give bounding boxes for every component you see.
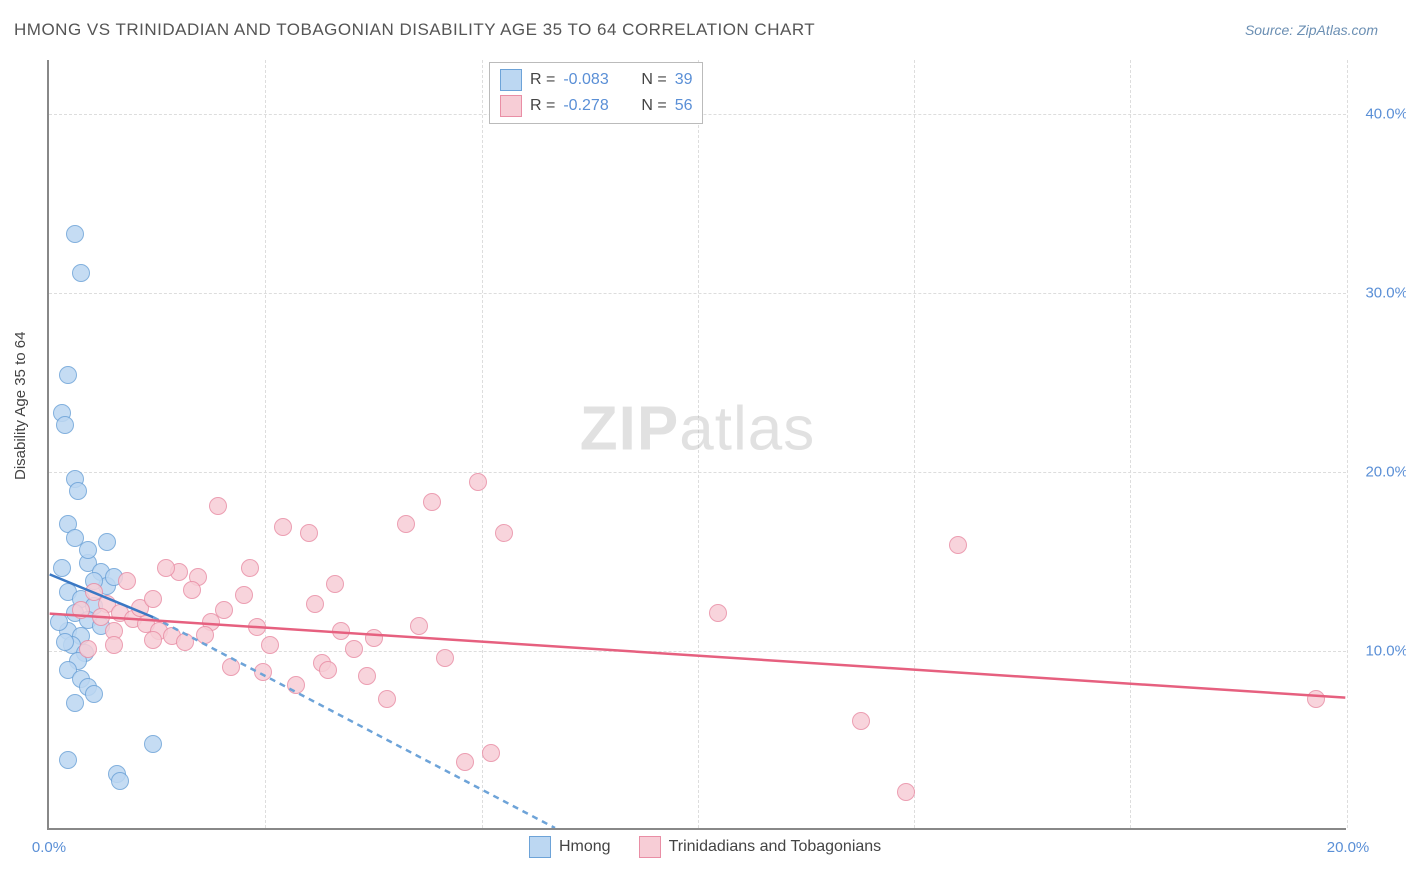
scatter-point [358, 667, 376, 685]
y-tick-label: 10.0% [1365, 642, 1406, 659]
scatter-point [111, 772, 129, 790]
watermark-prefix: ZIP [580, 394, 679, 463]
legend-row-trinidadian: R = -0.278 N = 56 [500, 93, 692, 119]
y-axis-label: Disability Age 35 to 64 [12, 332, 29, 480]
scatter-point [118, 572, 136, 590]
scatter-point [50, 613, 68, 631]
gridline-vertical [914, 60, 915, 828]
scatter-point [144, 735, 162, 753]
scatter-point [254, 663, 272, 681]
scatter-point [456, 753, 474, 771]
n-value-hmong: 39 [675, 71, 693, 89]
correlation-legend: R = -0.083 N = 39 R = -0.278 N = 56 [489, 62, 703, 124]
scatter-point [157, 559, 175, 577]
scatter-point [72, 264, 90, 282]
gridline-vertical [698, 60, 699, 828]
r-label: R = [530, 97, 555, 115]
scatter-point [222, 658, 240, 676]
plot-area: ZIPatlas R = -0.083 N = 39 R = -0.278 N … [47, 60, 1346, 830]
source-attribution: Source: ZipAtlas.com [1245, 22, 1378, 38]
scatter-point [215, 601, 233, 619]
scatter-point [326, 575, 344, 593]
scatter-point [235, 586, 253, 604]
scatter-point [241, 559, 259, 577]
r-label: R = [530, 71, 555, 89]
scatter-point [319, 661, 337, 679]
scatter-point [287, 676, 305, 694]
scatter-point [397, 515, 415, 533]
series-legend: Hmong Trinidadians and Tobagonians [529, 836, 881, 858]
scatter-point [56, 633, 74, 651]
scatter-point [196, 626, 214, 644]
n-label: N = [641, 71, 666, 89]
scatter-point [248, 618, 266, 636]
scatter-point [897, 783, 915, 801]
scatter-point [105, 636, 123, 654]
n-value-trinidadian: 56 [675, 97, 693, 115]
legend-label-trinidadian: Trinidadians and Tobagonians [669, 838, 882, 856]
scatter-point [274, 518, 292, 536]
y-tick-label: 20.0% [1365, 463, 1406, 480]
scatter-point [209, 497, 227, 515]
legend-item-hmong: Hmong [529, 836, 611, 858]
scatter-point [709, 604, 727, 622]
swatch-hmong-bottom [529, 836, 551, 858]
scatter-point [423, 493, 441, 511]
scatter-point [98, 533, 116, 551]
scatter-point [85, 685, 103, 703]
scatter-point [183, 581, 201, 599]
scatter-point [59, 366, 77, 384]
scatter-point [69, 482, 87, 500]
scatter-point [92, 608, 110, 626]
r-value-trinidadian: -0.278 [563, 97, 619, 115]
scatter-point [949, 536, 967, 554]
swatch-trinidadian [500, 95, 522, 117]
scatter-point [176, 633, 194, 651]
scatter-point [1307, 690, 1325, 708]
legend-label-hmong: Hmong [559, 838, 611, 856]
gridline-vertical [482, 60, 483, 828]
scatter-point [66, 225, 84, 243]
scatter-point [300, 524, 318, 542]
scatter-point [79, 640, 97, 658]
chart-title: HMONG VS TRINIDADIAN AND TOBAGONIAN DISA… [14, 20, 815, 40]
scatter-point [306, 595, 324, 613]
scatter-point [469, 473, 487, 491]
scatter-point [482, 744, 500, 762]
scatter-point [53, 559, 71, 577]
scatter-point [852, 712, 870, 730]
watermark-suffix: atlas [679, 394, 815, 463]
scatter-point [261, 636, 279, 654]
scatter-point [365, 629, 383, 647]
gridline-vertical [1347, 60, 1348, 828]
legend-row-hmong: R = -0.083 N = 39 [500, 67, 692, 93]
swatch-hmong [500, 69, 522, 91]
x-tick-label: 20.0% [1327, 839, 1370, 856]
scatter-point [72, 601, 90, 619]
y-tick-label: 30.0% [1365, 284, 1406, 301]
scatter-point [144, 590, 162, 608]
scatter-point [378, 690, 396, 708]
legend-item-trinidadian: Trinidadians and Tobagonians [639, 836, 882, 858]
scatter-point [332, 622, 350, 640]
gridline-vertical [265, 60, 266, 828]
scatter-point [436, 649, 454, 667]
scatter-point [345, 640, 363, 658]
scatter-point [59, 751, 77, 769]
scatter-point [495, 524, 513, 542]
scatter-point [56, 416, 74, 434]
gridline-vertical [1130, 60, 1131, 828]
x-tick-label: 0.0% [32, 839, 66, 856]
scatter-point [79, 541, 97, 559]
scatter-point [144, 631, 162, 649]
n-label: N = [641, 97, 666, 115]
y-tick-label: 40.0% [1365, 105, 1406, 122]
scatter-point [66, 694, 84, 712]
swatch-trinidadian-bottom [639, 836, 661, 858]
scatter-point [410, 617, 428, 635]
r-value-hmong: -0.083 [563, 71, 619, 89]
